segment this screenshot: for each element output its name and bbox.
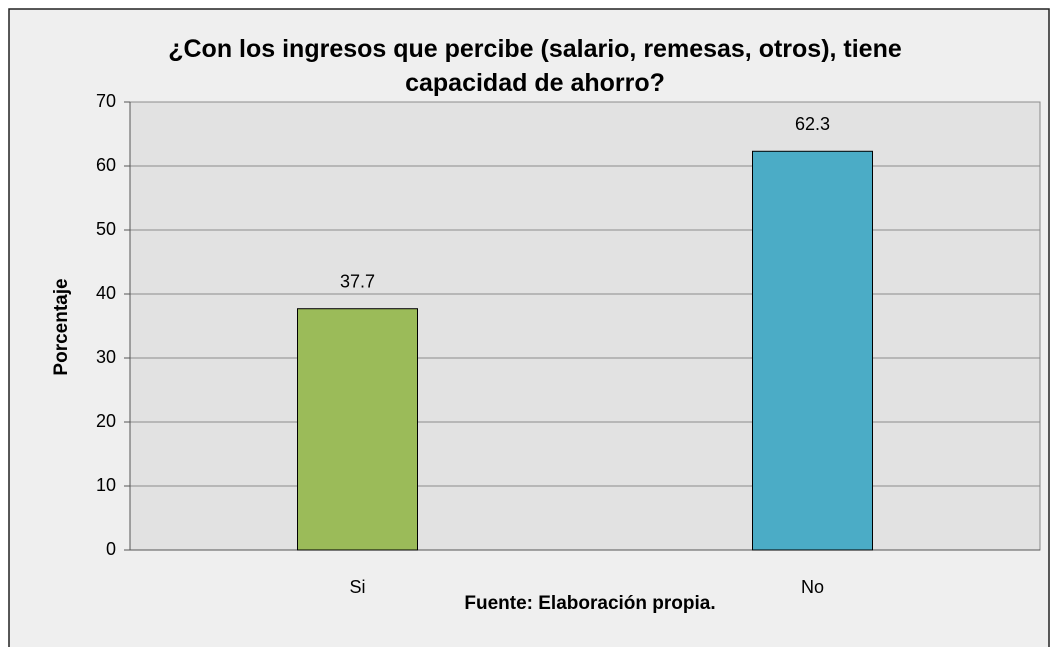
y-tick-label: 20 bbox=[96, 411, 116, 431]
data-label: 37.7 bbox=[340, 271, 375, 291]
x-tick-label: Si bbox=[349, 577, 365, 597]
y-tick-label: 0 bbox=[106, 539, 116, 559]
x-tick-label: No bbox=[801, 577, 824, 597]
y-tick-label: 60 bbox=[96, 155, 116, 175]
bar bbox=[297, 308, 418, 551]
chart-title: ¿Con los ingresos que percibe (salario, … bbox=[168, 35, 902, 97]
plot-area bbox=[129, 101, 1041, 551]
y-tick-label: 40 bbox=[96, 283, 116, 303]
caption: Fuente: Elaboración propia. bbox=[464, 593, 715, 614]
bar bbox=[752, 150, 873, 551]
y-tick-label: 10 bbox=[96, 475, 116, 495]
y-tick-label: 50 bbox=[96, 219, 116, 239]
y-tick-label: 30 bbox=[96, 347, 116, 367]
y-tick-label: 70 bbox=[96, 91, 116, 111]
data-label: 62.3 bbox=[795, 114, 830, 134]
y-axis-label: Porcentaje bbox=[51, 278, 72, 375]
